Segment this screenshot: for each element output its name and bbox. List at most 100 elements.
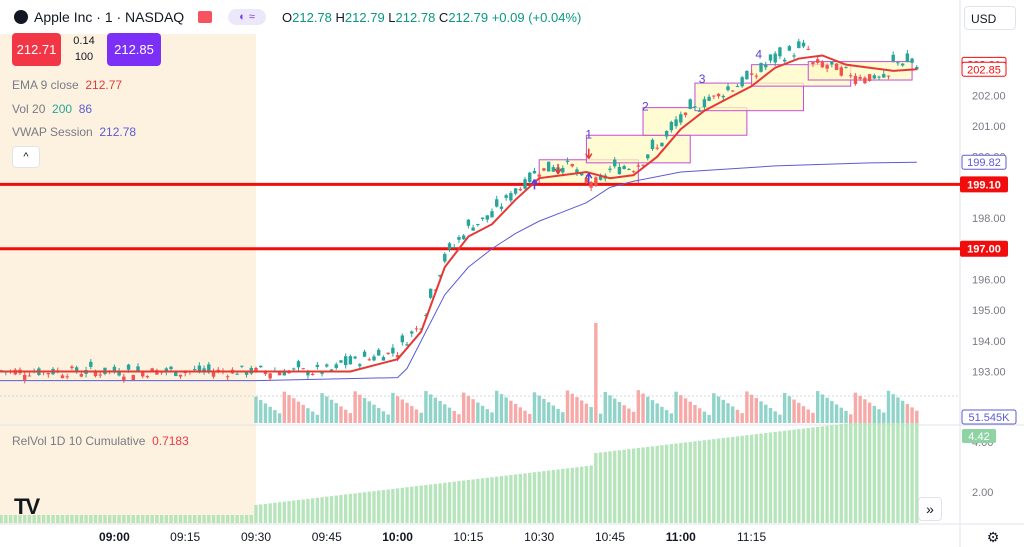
- candle-body: [174, 370, 178, 376]
- candle-body: [169, 366, 173, 370]
- relvol-bar: [240, 515, 244, 523]
- sell-button[interactable]: 212.71: [12, 33, 61, 66]
- relvol-bar: [504, 475, 508, 523]
- volume-bar: [334, 403, 338, 423]
- relvol-bar: [325, 496, 329, 523]
- settings-gear-icon[interactable]: ⚙: [986, 529, 1000, 545]
- buy-button[interactable]: 212.85: [107, 33, 161, 66]
- candle-body: [282, 372, 287, 376]
- relvol-bar: [0, 515, 3, 523]
- relvol-bar: [259, 504, 263, 523]
- volume-bar: [377, 407, 381, 423]
- candle-body: [296, 361, 301, 368]
- relvol-bar: [296, 500, 301, 523]
- candle-body: [584, 177, 589, 183]
- volume-bar: [764, 404, 768, 423]
- spread-value: 0.14: [73, 35, 95, 47]
- volume-bar: [731, 406, 735, 423]
- relvol-bar: [70, 515, 74, 523]
- volume-bar: [754, 398, 759, 423]
- volume-bar: [603, 391, 607, 423]
- relvol-bar: [896, 423, 900, 523]
- relvol-bar: [872, 423, 877, 523]
- volume-bar: [749, 394, 754, 423]
- candle-body: [480, 217, 485, 220]
- relvol-bar: [905, 423, 910, 523]
- quantity-value[interactable]: 100: [74, 51, 94, 63]
- candle-body: [461, 235, 466, 240]
- candle-body: [778, 47, 782, 57]
- currency-selector[interactable]: USD: [964, 6, 1016, 30]
- ema-legend[interactable]: EMA 9 close 212.77: [12, 78, 122, 92]
- relvol-bar: [438, 483, 442, 523]
- relvol-bar: [608, 451, 612, 523]
- volume-bar: [584, 403, 589, 423]
- volume-bar: [697, 408, 702, 423]
- collapse-legend-button[interactable]: ^: [12, 146, 40, 168]
- volume-bar: [410, 406, 414, 423]
- candle-body: [655, 147, 659, 149]
- tradingview-logo-icon[interactable]: TV: [14, 494, 40, 519]
- relvol-bar: [461, 480, 466, 523]
- ema-value: 212.77: [85, 78, 123, 92]
- relvol-bar: [849, 423, 853, 523]
- relvol-bar: [339, 495, 343, 523]
- signal-arrow-icon: [554, 163, 562, 175]
- candle-body: [815, 59, 820, 63]
- relvol-bar: [768, 432, 773, 523]
- volume-legend[interactable]: Vol 20 200 86: [12, 102, 92, 116]
- candle-body: [764, 64, 768, 68]
- relvol-bar: [178, 515, 183, 523]
- candle-body: [141, 371, 145, 377]
- scroll-right-button[interactable]: »: [918, 497, 942, 521]
- volume-bar: [457, 414, 461, 423]
- relvol-bar: [702, 440, 707, 523]
- vwap-value: 212.78: [99, 125, 137, 139]
- relvol-bar: [532, 472, 537, 523]
- symbol-title[interactable]: Apple Inc · 1 · NASDAQ: [34, 9, 185, 25]
- relvol-bar: [528, 472, 532, 523]
- volume-bar: [343, 409, 348, 423]
- relvol-bar: [424, 485, 428, 523]
- relvol-bar: [863, 423, 867, 523]
- volume-bar: [405, 402, 409, 423]
- candle-body: [594, 177, 598, 186]
- candle-body: [768, 54, 773, 61]
- relvol-bar: [721, 438, 725, 523]
- relvol-bar: [221, 515, 225, 523]
- relvol-bar: [844, 423, 848, 523]
- vwap-legend[interactable]: VWAP Session 212.78: [12, 125, 136, 139]
- relvol-bar: [797, 429, 801, 523]
- signal-arrow-icon: [530, 179, 539, 190]
- relvol-bar: [235, 515, 239, 523]
- flag-icon[interactable]: [198, 11, 212, 23]
- volume-tag: [961, 409, 1017, 425]
- relvol-bar: [46, 515, 51, 523]
- volume-bar: [495, 390, 499, 423]
- candle-body: [254, 367, 258, 372]
- relvol-bar: [707, 439, 711, 523]
- relvol-bar: [806, 428, 810, 523]
- relvol-bar: [594, 453, 598, 523]
- relvol-bar: [79, 515, 84, 523]
- volume-bar: [386, 414, 390, 423]
- candle-body: [646, 154, 650, 159]
- candle-body: [844, 66, 848, 68]
- candle-body: [145, 376, 150, 378]
- candle-body: [27, 375, 32, 377]
- volume-bar: [509, 400, 513, 423]
- relvol-bar: [546, 470, 551, 523]
- volume-bar: [664, 410, 669, 423]
- relvol-bar: [4, 515, 8, 523]
- market-status-badge[interactable]: ◐ ≈: [228, 9, 266, 25]
- volume-bar: [617, 401, 622, 423]
- volume-bar: [702, 411, 707, 423]
- candle-body: [669, 121, 674, 131]
- relvol-legend[interactable]: RelVol 1D 10 Cumulative 0.7183: [12, 434, 189, 448]
- relvol-bar: [891, 423, 895, 523]
- relvol-bar: [664, 444, 669, 523]
- price-level-tag: [960, 176, 1008, 193]
- y-tick-label: 202.00: [972, 90, 1006, 102]
- candle-body: [915, 67, 919, 70]
